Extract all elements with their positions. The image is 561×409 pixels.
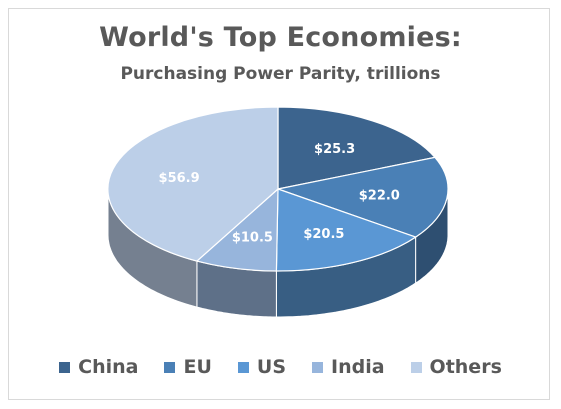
legend-label-eu: EU — [183, 356, 212, 378]
legend-swatch-us — [237, 361, 249, 373]
legend-swatch-eu — [164, 361, 176, 373]
pie-slice-others — [107, 106, 279, 262]
chart-subtitle: Purchasing Power Parity, trillions — [120, 64, 441, 84]
legend-item-others: Others — [410, 356, 502, 378]
legend-label-china: China — [78, 356, 139, 378]
legend-label-us: US — [256, 356, 287, 378]
data-label-china: $25.3 — [314, 142, 355, 157]
legend-item-us: US — [237, 356, 287, 378]
data-label-eu: $22.0 — [359, 189, 400, 204]
data-label-others: $56.9 — [159, 171, 200, 186]
data-label-india: $10.5 — [232, 231, 273, 246]
legend-swatch-india — [312, 361, 324, 373]
legend-swatch-china — [59, 361, 71, 373]
legend-item-china: China — [59, 356, 138, 378]
chart-title: World's Top Economies: — [99, 22, 462, 53]
pie-slice-china — [277, 106, 437, 190]
pie-slice-eu — [275, 156, 449, 238]
legend-label-others: Others — [429, 356, 502, 378]
pie-slice-us — [275, 188, 417, 272]
legend-label-india: India — [331, 356, 385, 378]
legend-swatch-others — [410, 361, 422, 373]
legend-item-eu: EU — [164, 356, 212, 378]
legend: China EU US India Others — [0, 356, 561, 378]
data-label-us: $20.5 — [303, 227, 344, 242]
legend-item-india: India — [312, 356, 385, 378]
